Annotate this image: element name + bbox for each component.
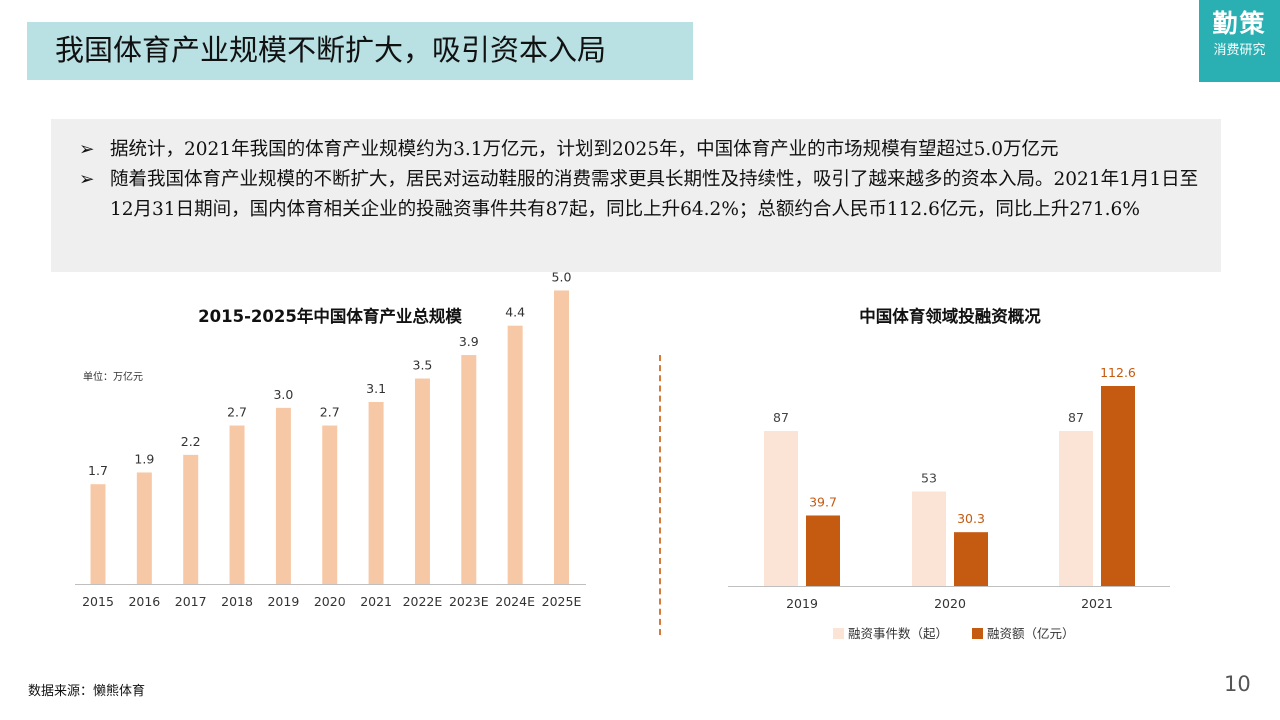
bar xyxy=(183,454,199,584)
data-label: 112.6 xyxy=(1100,365,1136,380)
x-tick-label: 2016 xyxy=(128,594,160,609)
bar-deal-count xyxy=(764,431,798,586)
industry-scale-chart: 1.7 2015 1.9 2016 2.2 2017 2.7 2018 3.0 2019 2.7 20… xyxy=(75,269,586,609)
bar xyxy=(368,402,384,584)
bar xyxy=(229,425,245,584)
logo-main-text: 勤策 xyxy=(1212,9,1267,38)
x-tick-label: 2021 xyxy=(360,594,392,609)
x-tick-label: 2020 xyxy=(314,594,346,609)
data-label: 3.5 xyxy=(413,358,433,373)
data-label: 87 xyxy=(773,410,789,425)
chart-title-industry-scale: 2015-2025年中国体育产业总规模 xyxy=(198,307,462,326)
bar xyxy=(414,378,430,584)
data-label: 87 xyxy=(1068,410,1084,425)
page-title: 我国体育产业规模不断扩大，吸引资本入局 xyxy=(55,33,607,67)
arrow-bullet-icon: ➢ xyxy=(79,139,95,160)
chart-unit-label: 单位：万亿元 xyxy=(83,372,143,383)
bar-amount xyxy=(1101,386,1135,586)
legend-item-amount: 融资额（亿元） xyxy=(972,623,1075,642)
x-tick-label: 2017 xyxy=(175,594,207,609)
data-label: 39.7 xyxy=(809,494,837,509)
data-label: 30.3 xyxy=(957,511,985,526)
x-tick-label: 2023E xyxy=(449,594,489,609)
data-label: 2.7 xyxy=(227,404,247,419)
logo-sub-text: 消费研究 xyxy=(1213,43,1266,58)
legend-label: 融资事件数（起） xyxy=(848,626,949,641)
chart-title-investment: 中国体育领域投融资概况 xyxy=(859,307,1041,326)
x-tick-label: 2018 xyxy=(221,594,253,609)
investment-chart: 87 39.7 2019 53 30.3 2020 87 112.6 2021 xyxy=(728,365,1170,611)
legend-swatch xyxy=(833,628,844,639)
data-label: 2.2 xyxy=(181,434,201,449)
legend-swatch xyxy=(972,628,983,639)
x-tick-label: 2024E xyxy=(495,594,535,609)
data-label: 3.0 xyxy=(273,387,293,402)
legend-item-deal-count: 融资事件数（起） xyxy=(833,623,948,642)
data-label: 3.1 xyxy=(366,381,386,396)
bar xyxy=(275,407,291,584)
x-tick-label: 2025E xyxy=(542,594,582,609)
bar xyxy=(554,290,569,584)
summary-panel: ➢ 据统计，2021年我国的体育产业规模约为3.1万亿元，计划到2025年，中国… xyxy=(51,119,1221,272)
data-label: 1.9 xyxy=(134,451,154,466)
page-number: 10 xyxy=(1224,672,1251,696)
x-tick-label: 2019 xyxy=(786,596,818,611)
x-tick-label: 2021 xyxy=(1081,596,1113,611)
arrow-bullet-icon: ➢ xyxy=(79,169,95,190)
x-tick-label: 2015 xyxy=(82,594,114,609)
bar xyxy=(461,355,477,584)
data-label: 53 xyxy=(921,471,937,486)
data-label: 1.7 xyxy=(88,463,108,478)
bar-deal-count xyxy=(1059,431,1093,586)
summary-bullet-text: 据统计，2021年我国的体育产业规模约为3.1万亿元，计划到2025年，中国体育… xyxy=(110,139,1059,160)
data-label: 5.0 xyxy=(552,269,572,284)
data-label: 4.4 xyxy=(505,305,525,320)
x-tick-label: 2019 xyxy=(267,594,299,609)
brand-logo: 勤策 消费研究 xyxy=(1199,0,1280,82)
bar-deal-count xyxy=(912,491,946,586)
bar xyxy=(507,325,523,584)
summary-bullet-text: 随着我国体育产业规模的不断扩大，居民对运动鞋服的消费需求更具长期性及持续性，吸引… xyxy=(110,169,1199,220)
bar xyxy=(322,425,338,584)
data-label: 2.7 xyxy=(320,404,340,419)
data-label: 3.9 xyxy=(459,334,479,349)
bar-amount xyxy=(954,532,988,586)
bar xyxy=(90,484,106,584)
bar-amount xyxy=(806,515,840,586)
x-tick-label: 2020 xyxy=(934,596,966,611)
chart-divider xyxy=(659,355,661,635)
bar xyxy=(136,472,152,584)
legend-label: 融资额（亿元） xyxy=(987,626,1075,641)
x-tick-label: 2022E xyxy=(403,594,443,609)
data-source: 数据来源：懒熊体育 xyxy=(28,684,146,699)
title-banner: 我国体育产业规模不断扩大，吸引资本入局 xyxy=(27,22,693,80)
